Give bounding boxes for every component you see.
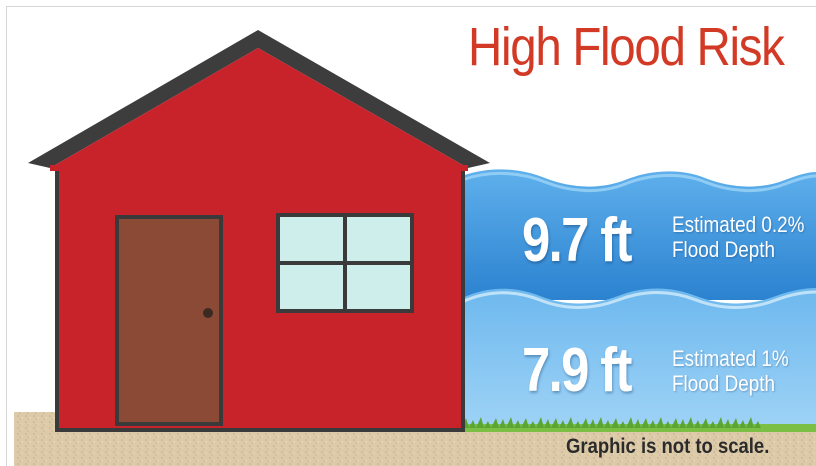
- wave-crest-middle: [461, 290, 816, 309]
- flood-depth-label-1pct: Estimated 1% Flood Depth: [672, 346, 789, 396]
- page-title: High Flood Risk: [468, 17, 785, 77]
- flood-depth-value-1pct: 7.9 ft: [522, 336, 632, 405]
- roof-gable: [50, 48, 468, 168]
- flood-depth-label-line1: Estimated 1%: [672, 346, 789, 371]
- water-shallow-layer: [462, 288, 816, 430]
- window: [276, 213, 414, 313]
- flood-depth-label-line1: Estimated 0.2%: [672, 212, 805, 237]
- scale-disclaimer: Graphic is not to scale.: [566, 435, 770, 458]
- wave-crest-top: [461, 172, 816, 192]
- flood-depth-label-02pct: Estimated 0.2% Flood Depth: [672, 212, 805, 262]
- water-deep-layer: [462, 169, 816, 300]
- flood-depth-label-line2: Flood Depth: [672, 371, 776, 396]
- door: [115, 215, 223, 426]
- house-illustration: [28, 30, 490, 432]
- flood-depth-value-02pct: 9.7 ft: [522, 206, 632, 275]
- door-knob: [203, 308, 213, 318]
- flood-depth-label-line2: Flood Depth: [672, 237, 776, 262]
- grass-strip: [462, 417, 816, 432]
